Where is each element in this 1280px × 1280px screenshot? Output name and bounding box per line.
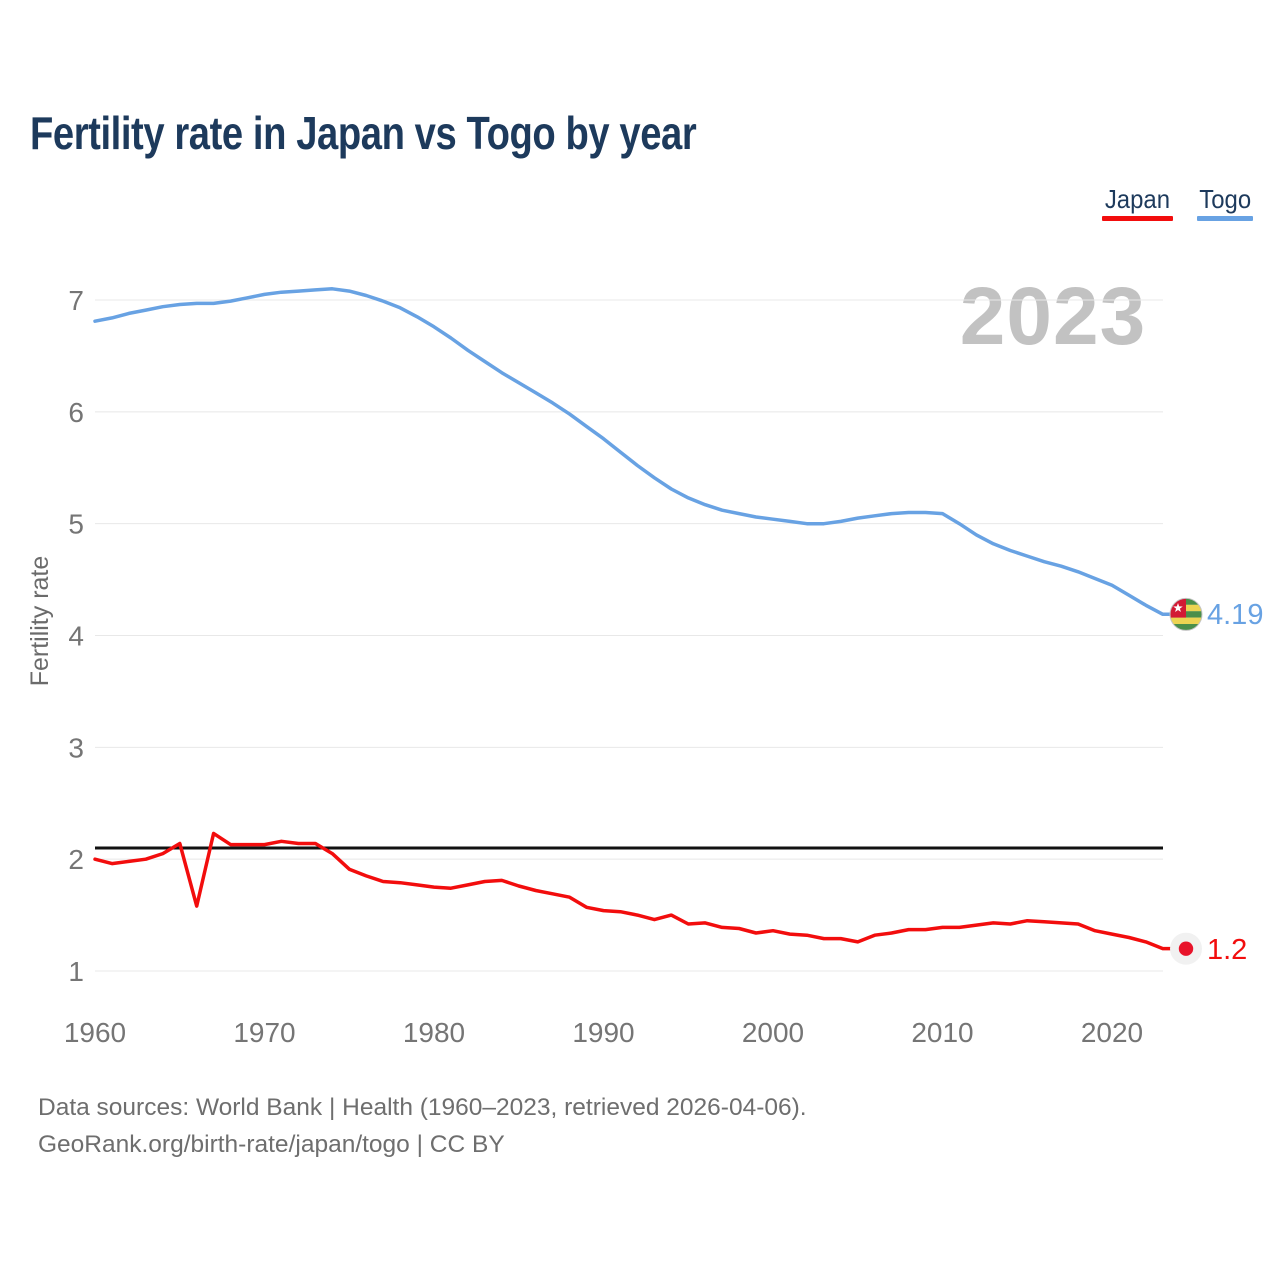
x-tick-label: 1980 [403, 1017, 465, 1048]
x-tick-label: 2000 [742, 1017, 804, 1048]
x-tick-label: 1990 [572, 1017, 634, 1048]
page-title: Fertility rate in Japan vs Togo by year [30, 107, 697, 159]
y-tick-label: 5 [68, 509, 84, 540]
footer-sources-line: Data sources: World Bank | Health (1960–… [38, 1094, 807, 1121]
y-tick-label: 6 [68, 397, 84, 428]
y-tick-label: 1 [68, 956, 84, 987]
y-tick-label: 2 [68, 844, 84, 875]
japan-flag-icon [1170, 932, 1202, 965]
legend-label-japan: Japan [1104, 184, 1170, 214]
x-tick-label: 1960 [64, 1017, 126, 1048]
x-tick-label: 1970 [233, 1017, 295, 1048]
x-tick-label: 2010 [911, 1017, 973, 1048]
legend-underline-togo [1196, 216, 1253, 222]
togo-end-value-label: 4.19 [1207, 599, 1263, 631]
legend-underline-japan [1101, 216, 1173, 222]
togo-flag-icon [1169, 597, 1203, 631]
legend-label-togo: Togo [1198, 184, 1251, 214]
y-tick-label: 3 [68, 732, 84, 763]
footer-attribution: Data sources: World Bank | Health (1960–… [38, 1089, 807, 1163]
y-axis-title: Fertility rate [26, 556, 54, 687]
japan-end-value-label: 1.2 [1207, 934, 1247, 966]
x-tick-label: 2020 [1081, 1017, 1143, 1048]
footer-url-line: GeoRank.org/birth-rate/japan/togo | CC B… [38, 1131, 505, 1158]
legend: Japan Togo [1101, 184, 1253, 222]
legend-item-japan[interactable]: Japan [1101, 184, 1173, 222]
japan-line[interactable] [93, 831, 1173, 951]
watermark-year: 2023 [960, 271, 1146, 362]
y-tick-label: 4 [68, 621, 84, 652]
legend-item-togo[interactable]: Togo [1196, 184, 1253, 222]
y-tick-label: 7 [68, 285, 84, 316]
togo-line[interactable] [93, 287, 1173, 617]
